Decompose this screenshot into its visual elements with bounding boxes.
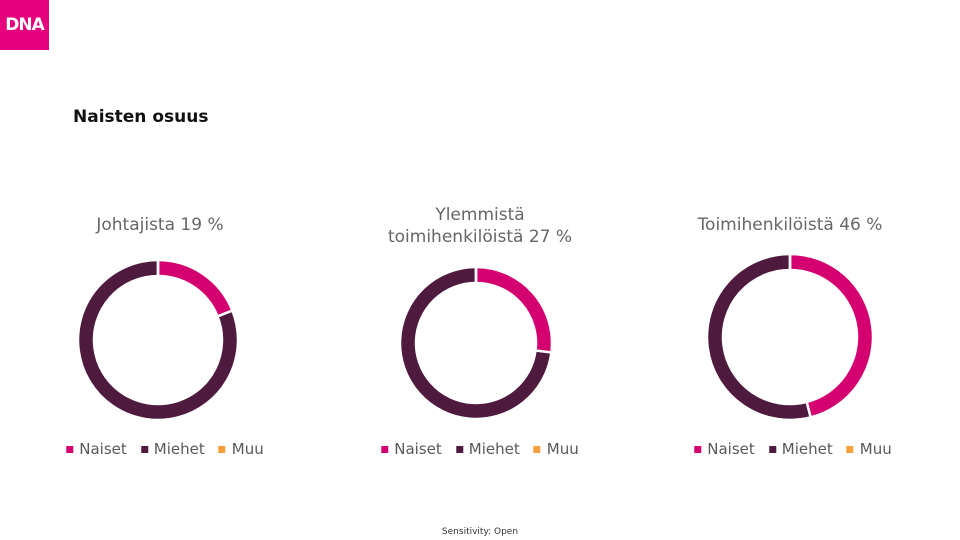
donut-segment	[474, 265, 554, 354]
donut-segment	[705, 252, 813, 422]
donut-segment	[788, 252, 875, 419]
footer: Sensitivity: Open	[441, 527, 519, 537]
legend-label: Naiset	[79, 440, 127, 458]
legend-item: Muu	[533, 439, 579, 459]
legend: Naiset Miehet Muu	[694, 439, 892, 459]
legend-label: Naiset	[707, 440, 755, 458]
legend-swatch	[768, 445, 776, 453]
chart-title: Johtajista 19 %	[96, 215, 224, 235]
legend-item: Miehet	[140, 439, 205, 459]
legend-item: Naiset	[66, 439, 127, 459]
legend-item: Miehet	[768, 439, 833, 459]
heading: Naisten osuus	[73, 107, 209, 127]
legend-swatch	[66, 445, 74, 453]
legend-swatch	[381, 445, 389, 453]
legend-label: Miehet	[468, 440, 520, 458]
logo: DNA	[0, 0, 49, 50]
legend-swatch	[218, 445, 226, 453]
chart-title: Ylemmistä toimihenkilöistä 27 %	[387, 205, 573, 247]
legend-label: Naiset	[394, 440, 442, 458]
donut-segment	[156, 258, 235, 319]
legend: Naiset Miehet Muu	[66, 439, 264, 459]
legend-swatch	[455, 445, 463, 453]
legend-label: Muu	[231, 440, 264, 458]
legend-swatch	[140, 445, 148, 453]
legend-item: Naiset	[694, 439, 755, 459]
legend-item: Muu	[846, 439, 892, 459]
legend-label: Miehet	[153, 440, 205, 458]
legend-swatch	[694, 445, 702, 453]
legend-label: Miehet	[781, 440, 833, 458]
legend-label: Muu	[859, 440, 892, 458]
legend-item: Naiset	[381, 439, 442, 459]
legend-swatch	[533, 445, 541, 453]
donut-segment	[76, 258, 240, 422]
donut-segment	[398, 265, 553, 421]
legend-item: Muu	[218, 439, 264, 459]
legend-item: Miehet	[455, 439, 520, 459]
chart-title: Toimihenkilöistä 46 %	[697, 215, 883, 235]
legend: Naiset Miehet Muu	[381, 439, 579, 459]
legend-swatch	[846, 445, 854, 453]
legend-label: Muu	[546, 440, 579, 458]
